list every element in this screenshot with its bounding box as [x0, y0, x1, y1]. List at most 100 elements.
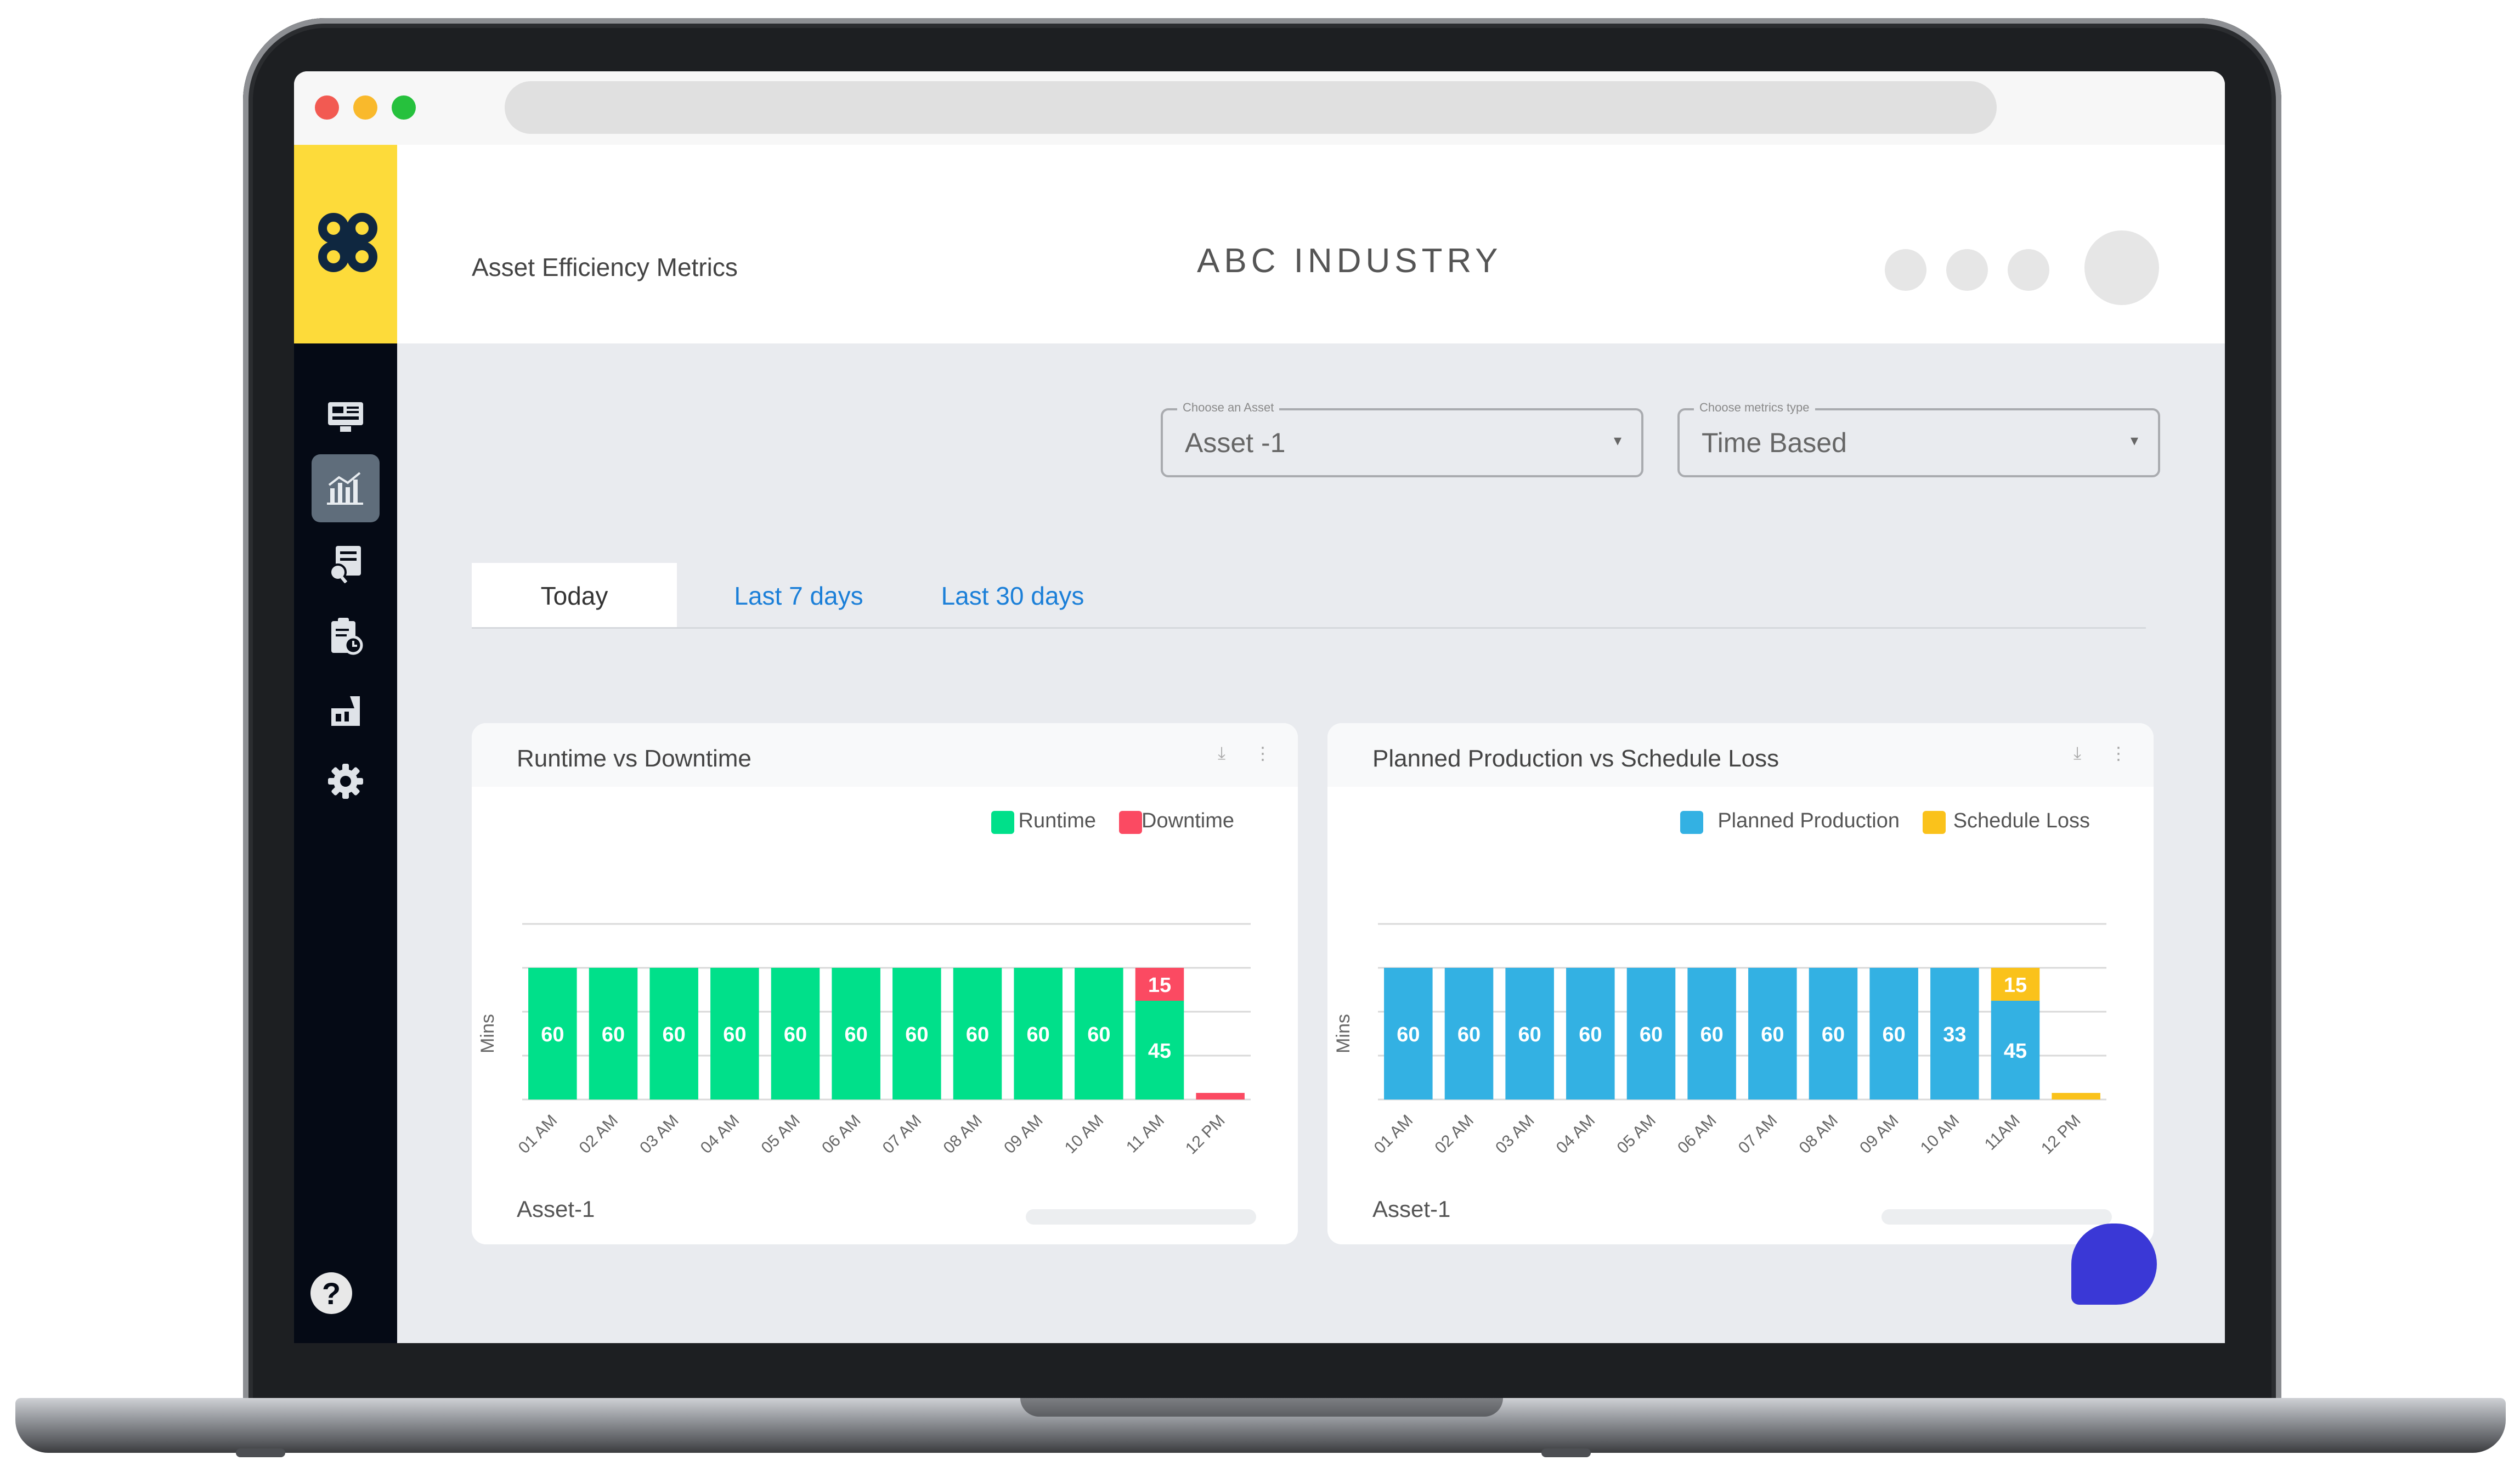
sidebar-item-analytics[interactable]	[312, 454, 380, 522]
x-tick-label: 05 AM	[1613, 1112, 1659, 1157]
bar	[1384, 968, 1433, 1100]
data-label: 60	[1087, 1023, 1110, 1046]
bar	[1566, 968, 1615, 1100]
laptop-foot	[236, 1448, 285, 1457]
asset-select-value: Asset -1	[1185, 427, 1286, 458]
avatar[interactable]	[2084, 230, 2159, 305]
x-tick-label: 01 AM	[515, 1112, 561, 1157]
data-label: 60	[663, 1023, 686, 1046]
download-icon[interactable]: ⤓	[2073, 743, 2082, 763]
more-options-icon[interactable]: ⋮	[1254, 743, 1272, 763]
x-tick-label: 09 AM	[1856, 1112, 1902, 1157]
bar	[1687, 968, 1736, 1100]
chart-card-runtime: Runtime vs Downtime ⤓ ⋮ Mins Downtime Runt…	[472, 723, 1298, 1244]
tab-divider	[472, 627, 2146, 629]
logo-tile[interactable]	[294, 145, 397, 343]
data-label: 60	[1700, 1023, 1724, 1046]
x-tick-label: 10 AM	[1061, 1112, 1107, 1157]
data-label: 60	[723, 1023, 746, 1046]
data-label: 60	[1640, 1023, 1663, 1046]
chart-card-planned: Planned Production vs Schedule Loss ⤓ ⋮ …	[1327, 723, 2154, 1244]
bar	[1014, 968, 1063, 1100]
sidebar-item-reports[interactable]	[312, 530, 380, 598]
data-label: 60	[845, 1023, 868, 1046]
x-tick-label: 02 AM	[575, 1112, 621, 1157]
x-tick-label: 02 AM	[1431, 1112, 1477, 1157]
data-label: 45	[1148, 1040, 1171, 1063]
tab-last-30-days[interactable]: Last 30 days	[941, 582, 1084, 610]
close-window-button[interactable]	[315, 95, 339, 120]
chevron-down-icon: ▾	[2130, 432, 2138, 449]
data-label: 33	[1943, 1023, 1966, 1046]
legend-label: Runtime	[1019, 809, 1097, 832]
bar	[1626, 968, 1676, 1100]
help-glyph: ?	[321, 1276, 341, 1311]
bar	[589, 968, 638, 1100]
chat-fab-button[interactable]	[2071, 1223, 2157, 1305]
chart-scrollbar[interactable]	[1026, 1209, 1256, 1225]
bar	[832, 968, 880, 1100]
x-tick-label: 12 PM	[1182, 1112, 1229, 1158]
tab-last-7-days[interactable]: Last 7 days	[734, 582, 863, 610]
asset-select[interactable]: Choose an Asset Asset -1 ▾	[1161, 401, 1643, 477]
report-icon	[329, 546, 361, 583]
sidebar-item-production[interactable]	[312, 677, 380, 745]
data-label: 60	[1761, 1023, 1784, 1046]
address-bar[interactable]	[505, 81, 1997, 134]
legend-swatch	[991, 811, 1014, 834]
chart-title: Runtime vs Downtime	[517, 745, 752, 772]
more-options-icon[interactable]: ⋮	[2110, 743, 2127, 763]
bar	[892, 968, 941, 1100]
chart-title: Planned Production vs Schedule Loss	[1372, 745, 1779, 772]
header-action-button[interactable]	[1885, 249, 1926, 291]
metrics-type-select[interactable]: Choose metrics type Time Based ▾	[1677, 401, 2160, 477]
tab-today[interactable]: Today	[472, 563, 677, 629]
asset-select-label: Choose an Asset	[1177, 401, 1280, 415]
gear-icon	[328, 764, 363, 799]
legend-swatch	[1680, 811, 1703, 834]
analytics-chart-icon	[327, 472, 363, 505]
y-axis-label: Mins	[1333, 1014, 1354, 1053]
maximize-window-button[interactable]	[392, 95, 416, 120]
x-tick-label: 12 PM	[2038, 1112, 2084, 1158]
x-tick-label: 06 AM	[1674, 1112, 1720, 1157]
header-action-button[interactable]	[2008, 249, 2049, 291]
data-label: 60	[1579, 1023, 1602, 1046]
help-icon[interactable]: ?	[310, 1272, 352, 1314]
data-label: 60	[1027, 1023, 1050, 1046]
bar	[1809, 968, 1858, 1100]
bar	[953, 968, 1002, 1100]
header-action-button[interactable]	[1946, 249, 1988, 291]
y-axis-label: Mins	[477, 1014, 498, 1053]
download-icon[interactable]: ⤓	[1218, 743, 1226, 763]
data-label: 60	[905, 1023, 928, 1046]
minimize-window-button[interactable]	[353, 95, 377, 120]
legend-swatch	[1923, 811, 1946, 834]
bar	[1748, 968, 1797, 1100]
data-label: 60	[1518, 1023, 1541, 1046]
sidebar-item-schedule[interactable]	[312, 602, 380, 670]
bar	[1075, 968, 1123, 1100]
x-tick-label: 03 AM	[636, 1112, 682, 1157]
x-tick-label: 04 AM	[697, 1112, 743, 1157]
bar	[528, 968, 577, 1100]
header: Asset Efficiency Metrics ABC INDUSTRY	[397, 145, 2225, 343]
metrics-type-select-label: Choose metrics type	[1694, 401, 1815, 415]
x-tick-label: 01 AM	[1371, 1112, 1416, 1157]
data-label: 15	[2004, 974, 2027, 997]
x-tick-label: 10 AM	[1917, 1112, 1963, 1157]
x-tick-label: 11 AM	[1123, 1112, 1168, 1157]
legend-label: Planned Production	[1717, 809, 1900, 832]
x-tick-label: 07 AM	[879, 1112, 925, 1157]
bar	[649, 968, 698, 1100]
chart-scrollbar[interactable]	[1881, 1209, 2112, 1225]
bar	[1991, 968, 2040, 1001]
screen: ? Asset Efficiency Metrics ABC INDUSTRY …	[294, 71, 2225, 1343]
sidebar-item-dashboard[interactable]	[312, 383, 380, 451]
data-label: 60	[602, 1023, 625, 1046]
page-title: Asset Efficiency Metrics	[472, 253, 738, 281]
data-label: 60	[1397, 1023, 1420, 1046]
sidebar-item-settings[interactable]	[312, 747, 380, 815]
data-label: 60	[784, 1023, 807, 1046]
x-tick-label: 09 AM	[1001, 1112, 1046, 1157]
